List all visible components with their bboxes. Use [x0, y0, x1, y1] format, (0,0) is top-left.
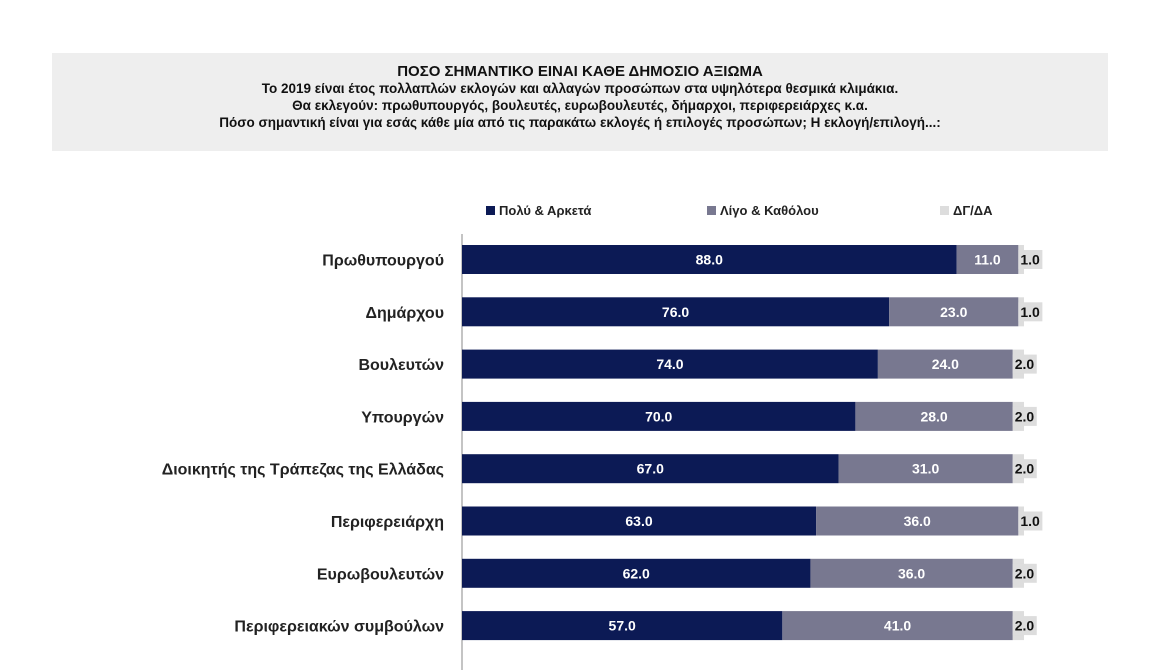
data-label-series-3: 1.0 — [1020, 513, 1040, 529]
data-label-bg-series-3 — [1018, 302, 1043, 322]
legend-item-series-2: Λίγο & Καθόλου — [707, 203, 819, 218]
legend-swatch-series-3 — [940, 206, 949, 215]
bar-segment-series-1 — [462, 454, 839, 484]
bar-segment-series-2 — [855, 401, 1013, 431]
chart-subtitle-line-1: Το 2019 είναι έτος πολλαπλών εκλογών και… — [261, 81, 899, 96]
legend-item-series-3: ΔΓ/ΔΑ — [940, 203, 993, 218]
bar-segment-series-1 — [462, 245, 957, 274]
data-label-series-2: 41.0 — [884, 618, 911, 634]
data-label-series-3: 2.0 — [1015, 461, 1035, 477]
data-label-series-1: 70.0 — [645, 408, 672, 424]
category-label: Δημάρχου — [365, 305, 444, 322]
bar-segment-series-1 — [462, 349, 878, 379]
legend-swatch-series-2 — [707, 206, 716, 215]
data-label-bg-series-3 — [1018, 511, 1043, 531]
bar-segment-series-1 — [462, 506, 817, 536]
bar-segment-series-1 — [462, 558, 811, 588]
chart-legend: Πολύ & Αρκετά Λίγο & Καθόλου ΔΓ/ΔΑ — [0, 203, 1160, 221]
legend-label-series-2: Λίγο & Καθόλου — [720, 203, 819, 218]
data-label-bg-series-3 — [1012, 354, 1037, 374]
chart-subtitle-line-2: Θα εκλεγούν: πρωθυπουργός, βουλευτές, ευ… — [292, 98, 868, 113]
chart-title: ΠΟΣΟ ΣΗΜΑΝΤΙΚΟ ΕΙΝΑΙ ΚΑΘΕ ΔΗΜΟΣΙΟ ΑΞΙΩΜΑ — [397, 63, 763, 80]
category-label: Διοικητής της Τράπεζας της Ελλάδας — [162, 462, 444, 479]
chart-subtitle-line-3: Πόσο σημαντική είναι για εσάς κάθε μία α… — [219, 115, 941, 130]
data-label-series-1: 88.0 — [696, 252, 723, 268]
data-label-series-2: 28.0 — [920, 408, 947, 424]
data-label-bg-series-3 — [1018, 250, 1043, 269]
bar-segment-series-2 — [877, 349, 1013, 379]
bar-segment-series-2 — [810, 558, 1013, 588]
category-label: Ευρωβουλευτών — [317, 566, 444, 583]
chart-header: ΠΟΣΟ ΣΗΜΑΝΤΙΚΟ ΕΙΝΑΙ ΚΑΘΕ ΔΗΜΟΣΙΟ ΑΞΙΩΜΑ… — [52, 53, 1108, 151]
category-label: Περιφερειάρχη — [331, 514, 444, 531]
legend-label-series-3: ΔΓ/ΔΑ — [953, 203, 993, 218]
bar-segment-series-2 — [816, 506, 1019, 536]
data-label-bg-series-3 — [1012, 459, 1037, 479]
data-label-series-3: 2.0 — [1015, 408, 1035, 424]
data-label-series-1: 74.0 — [656, 356, 683, 372]
data-label-series-3: 2.0 — [1015, 618, 1035, 634]
bar-segment-series-2 — [838, 454, 1013, 484]
legend-item-series-1: Πολύ & Αρκετά — [486, 203, 591, 218]
bar-segment-series-2 — [956, 245, 1019, 274]
data-label-series-1: 67.0 — [637, 461, 664, 477]
bar-segment-series-2 — [889, 297, 1019, 327]
data-label-series-1: 63.0 — [625, 513, 652, 529]
data-label-series-2: 36.0 — [898, 565, 925, 581]
bar-segment-series-2 — [782, 611, 1013, 641]
data-label-series-3: 2.0 — [1015, 565, 1035, 581]
data-label-series-2: 31.0 — [912, 461, 939, 477]
data-label-series-1: 57.0 — [609, 618, 636, 634]
data-label-series-3: 1.0 — [1020, 304, 1040, 320]
data-label-bg-series-3 — [1012, 406, 1037, 426]
category-label: Βουλευτών — [358, 357, 444, 374]
category-label: Υπουργών — [361, 409, 444, 426]
bar-segment-series-1 — [462, 297, 890, 327]
bar-segment-series-1 — [462, 401, 856, 431]
data-label-bg-series-3 — [1012, 616, 1037, 636]
bar-segment-series-1 — [462, 611, 783, 641]
data-label-series-2: 11.0 — [974, 252, 1001, 268]
data-label-series-1: 62.0 — [623, 565, 650, 581]
data-label-series-1: 76.0 — [662, 304, 689, 320]
data-label-series-2: 23.0 — [940, 304, 967, 320]
category-label: Πρωθυπουργού — [322, 253, 444, 270]
legend-swatch-series-1 — [486, 206, 495, 215]
data-label-series-3: 1.0 — [1020, 252, 1040, 268]
category-label: Περιφερειακών συμβούλων — [234, 619, 444, 636]
data-label-series-3: 2.0 — [1015, 356, 1035, 372]
data-label-series-2: 36.0 — [904, 513, 931, 529]
data-label-bg-series-3 — [1012, 563, 1037, 583]
legend-label-series-1: Πολύ & Αρκετά — [499, 203, 592, 218]
data-label-series-2: 24.0 — [932, 356, 959, 372]
